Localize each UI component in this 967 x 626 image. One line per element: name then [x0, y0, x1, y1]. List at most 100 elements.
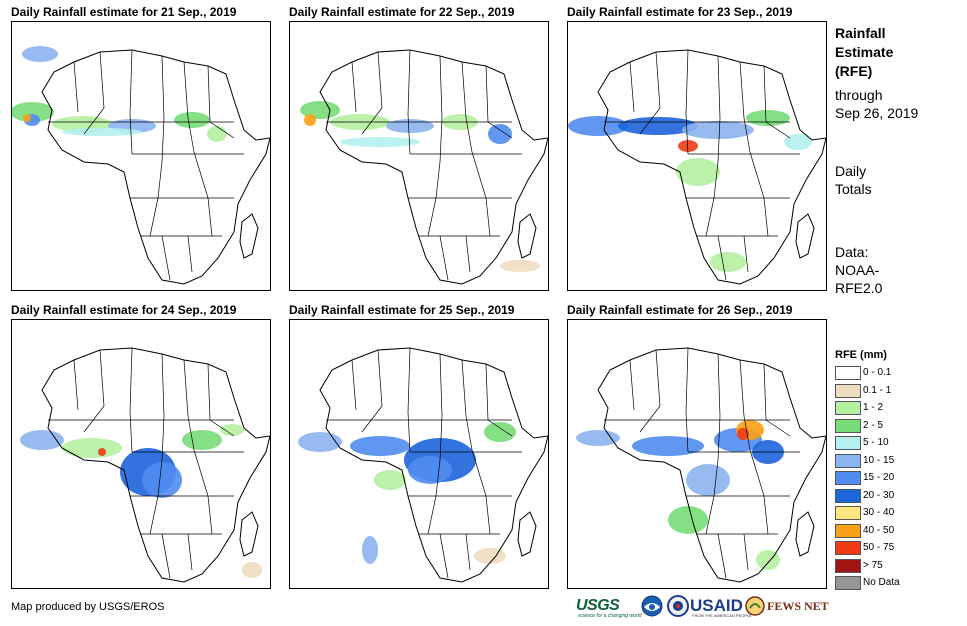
- data-source: Data: NOAA- RFE2.0: [835, 243, 882, 297]
- country-border: [435, 459, 441, 497]
- rainfall-area: [242, 562, 262, 578]
- country-border: [439, 235, 449, 281]
- panel-title: Daily Rainfall estimate for 26 Sep., 201…: [567, 303, 793, 317]
- map-credit: Map produced by USGS/EROS: [11, 601, 165, 613]
- map-panel-21-sep: Daily Rainfall estimate for 21 Sep., 201…: [11, 5, 291, 303]
- country-border: [717, 533, 727, 579]
- fews-net-logo: FEWS NET: [745, 594, 829, 618]
- rainfall-area: [618, 117, 698, 135]
- legend-label: No Data: [863, 577, 900, 588]
- country-border: [439, 415, 443, 461]
- country-border: [407, 49, 411, 115]
- country-border: [461, 359, 467, 417]
- rainfall-area: [374, 470, 406, 490]
- rainfall-area: [500, 260, 540, 272]
- map-canvas: [298, 347, 548, 583]
- country-border: [407, 113, 411, 155]
- legend-swatch: [835, 401, 861, 415]
- legend-label: 50 - 75: [863, 542, 895, 553]
- source-line: Data:: [835, 244, 869, 260]
- end-date: Sep 26, 2019: [835, 105, 919, 121]
- country-border: [717, 117, 721, 163]
- legend-swatch: [835, 418, 861, 433]
- africa-map: [289, 21, 549, 291]
- rainfall-area: [207, 126, 227, 142]
- country-border: [639, 107, 661, 135]
- country-border: [207, 65, 211, 123]
- legend-label: 2 - 5: [863, 419, 884, 431]
- country-border: [717, 353, 721, 417]
- panel-title: Daily Rainfall estimate for 23 Sep., 201…: [567, 5, 793, 19]
- country-border: [183, 359, 189, 417]
- country-border: [129, 411, 133, 453]
- map-panel-23-sep: Daily Rainfall estimate for 23 Sep., 201…: [567, 5, 847, 303]
- source-line: NOAA-: [835, 262, 880, 278]
- country-border: [471, 151, 487, 199]
- legend-label: 20 - 30: [863, 489, 895, 501]
- rainfall-area: [174, 112, 210, 128]
- country-border: [743, 235, 749, 273]
- legend-swatch: [835, 523, 861, 538]
- country-border: [763, 495, 769, 535]
- rainfall-area: [488, 124, 512, 144]
- map-canvas: [300, 49, 548, 285]
- rainfall-area: [568, 116, 628, 136]
- rainfall-area: [98, 448, 106, 456]
- map-canvas: [576, 347, 826, 583]
- country-border: [461, 61, 467, 119]
- rainfall-area: [220, 424, 244, 436]
- country-border: [361, 405, 383, 433]
- rainfall-area: [668, 506, 708, 534]
- country-border: [361, 107, 383, 135]
- rainfall-area: [484, 422, 516, 442]
- legend-label: 1 - 2: [863, 402, 884, 413]
- country-border: [161, 353, 165, 417]
- country-border: [149, 197, 159, 237]
- africa-map: [289, 319, 549, 589]
- legend-label: 30 - 40: [863, 507, 895, 518]
- country-border: [149, 495, 159, 535]
- country-border: [763, 197, 769, 237]
- country-border: [187, 117, 195, 153]
- country-border: [129, 347, 133, 413]
- country-border: [743, 415, 751, 451]
- rainfall-area: [298, 432, 342, 452]
- country-border: [435, 161, 441, 199]
- country-border: [207, 363, 211, 421]
- country-border: [487, 419, 513, 437]
- country-border: [685, 347, 689, 413]
- rainfall-area: [737, 428, 749, 440]
- legend-label: 10 - 15: [863, 454, 895, 466]
- rainfall-area: [12, 102, 54, 122]
- map-panel-24-sep: Daily Rainfall estimate for 24 Sep., 201…: [11, 303, 291, 601]
- country-border: [207, 197, 213, 237]
- map-panel-26-sep: Daily Rainfall estimate for 26 Sep., 201…: [567, 303, 847, 601]
- rainfall-area: [710, 252, 746, 272]
- country-border: [83, 107, 105, 135]
- panel-title: Daily Rainfall estimate for 21 Sep., 201…: [11, 5, 237, 19]
- legend-swatch: [835, 558, 861, 573]
- country-border: [407, 411, 411, 453]
- usgs-logo: USGS science for a changing world: [576, 594, 641, 619]
- country-border: [427, 197, 437, 237]
- rainfall-area: [676, 158, 720, 186]
- rainfall-area: [386, 119, 434, 133]
- usaid-tagline: FROM THE AMERICAN PEOPLE: [692, 613, 752, 618]
- map-canvas: [20, 347, 270, 583]
- country-border: [439, 533, 449, 579]
- country-border: [161, 55, 165, 119]
- rainfall-area: [576, 430, 620, 446]
- through-label: through: [835, 87, 883, 103]
- rainfall-area: [682, 121, 754, 139]
- rainfall-area: [62, 438, 122, 458]
- usgs-logo-text: USGS: [576, 597, 620, 614]
- country-border: [161, 533, 171, 579]
- rainfall-area: [350, 436, 410, 456]
- country-border: [207, 495, 213, 535]
- legend-label: 15 - 20: [863, 472, 895, 483]
- madagascar-outline: [239, 511, 259, 557]
- usaid-logo-text: USAID: [690, 596, 743, 615]
- country-border: [629, 61, 635, 113]
- country-border: [161, 117, 165, 163]
- rainfall-area: [784, 134, 812, 150]
